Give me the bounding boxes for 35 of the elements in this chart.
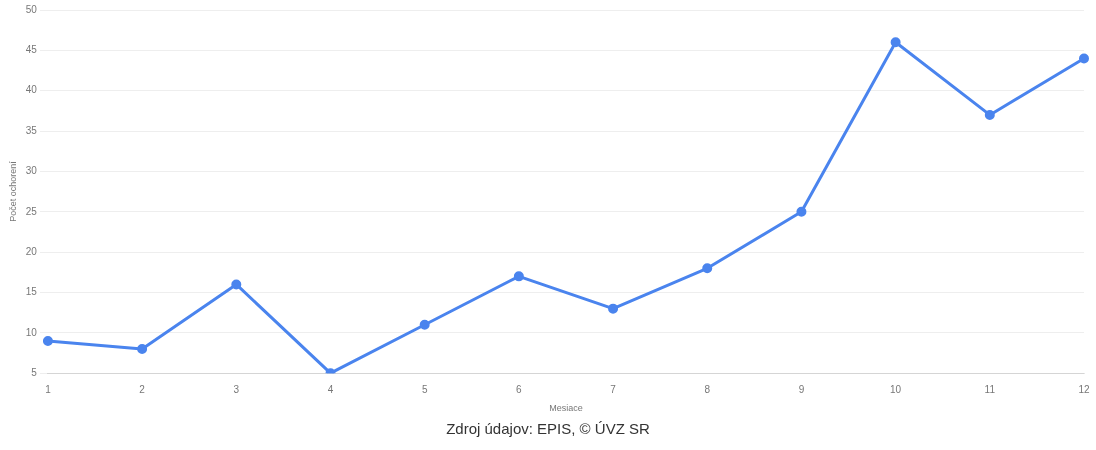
point [513, 271, 524, 282]
y-tick-label: 20 [25, 245, 38, 257]
x-tick-label: 10 [890, 383, 902, 395]
y-tick-label: 15 [25, 286, 38, 298]
x-axis-title: Mesiace [549, 403, 583, 414]
x-tick-label: 11 [984, 383, 996, 395]
x-tick-label: 8 [704, 383, 711, 395]
point [702, 263, 713, 274]
y-tick-label: 35 [25, 124, 38, 136]
x-tick-label: 12 [1078, 383, 1090, 395]
x-tick-label: 4 [327, 383, 334, 395]
point [137, 343, 148, 354]
y-tick-label: 5 [31, 366, 38, 378]
point [984, 109, 995, 120]
x-tick-label: 7 [610, 383, 617, 395]
x-tick-label: 3 [233, 383, 240, 395]
y-tick-label: 40 [25, 84, 38, 96]
point [890, 37, 901, 48]
point [1079, 53, 1089, 64]
y-tick-label: 25 [25, 205, 38, 217]
y-tick-label: 10 [25, 326, 38, 338]
point [231, 279, 242, 290]
text: Zdroj údajov: EPIS, © ÚVZ SR [445, 420, 651, 437]
y-tick-label: 30 [25, 165, 38, 177]
y-tick-label: 50 [25, 3, 38, 15]
x-tick-label: 5 [421, 383, 428, 395]
y-axis-title: Počet ochorení [7, 160, 18, 222]
point [796, 206, 807, 217]
x-tick-label: 9 [798, 383, 805, 395]
x-tick-label: 1 [45, 383, 52, 395]
x-tick-label: 6 [516, 383, 523, 395]
x-tick-label: 2 [139, 383, 146, 395]
y-tick-label: 45 [25, 44, 38, 56]
point [608, 303, 619, 314]
point [419, 319, 430, 330]
